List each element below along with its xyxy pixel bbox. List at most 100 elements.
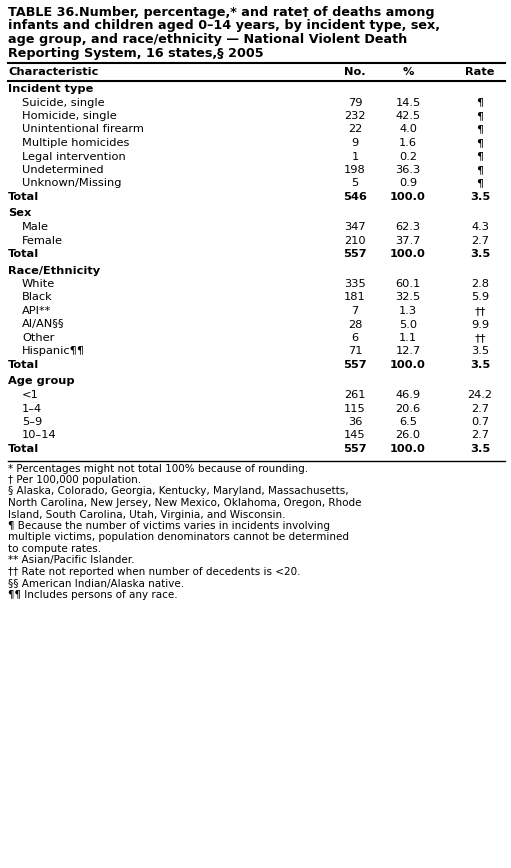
Text: Total: Total xyxy=(8,192,39,202)
Text: 1.3: 1.3 xyxy=(399,306,417,316)
Text: Island, South Carolina, Utah, Virginia, and Wisconsin.: Island, South Carolina, Utah, Virginia, … xyxy=(8,510,286,520)
Text: to compute rates.: to compute rates. xyxy=(8,544,101,554)
Text: 198: 198 xyxy=(344,165,366,175)
Text: 5–9: 5–9 xyxy=(22,417,42,427)
Text: 22: 22 xyxy=(348,124,362,135)
Text: 14.5: 14.5 xyxy=(396,97,421,108)
Text: TABLE 36.Number, percentage,* and rate† of deaths among: TABLE 36.Number, percentage,* and rate† … xyxy=(8,6,435,19)
Text: 71: 71 xyxy=(348,346,362,357)
Text: 2.7: 2.7 xyxy=(471,431,489,440)
Text: 36: 36 xyxy=(348,417,362,427)
Text: §§ American Indian/Alaska native.: §§ American Indian/Alaska native. xyxy=(8,578,184,589)
Text: 1.6: 1.6 xyxy=(399,138,417,148)
Text: <1: <1 xyxy=(22,390,39,400)
Text: 3.5: 3.5 xyxy=(470,444,490,454)
Text: 6.5: 6.5 xyxy=(399,417,417,427)
Text: 100.0: 100.0 xyxy=(390,192,426,202)
Text: 1: 1 xyxy=(352,152,359,161)
Text: 46.9: 46.9 xyxy=(396,390,421,400)
Text: Female: Female xyxy=(22,235,63,246)
Text: 1.1: 1.1 xyxy=(399,333,417,343)
Text: North Carolina, New Jersey, New Mexico, Oklahoma, Oregon, Rhode: North Carolina, New Jersey, New Mexico, … xyxy=(8,498,361,508)
Text: ¶: ¶ xyxy=(476,124,483,135)
Text: ** Asian/Pacific Islander.: ** Asian/Pacific Islander. xyxy=(8,556,134,565)
Text: * Percentages might not total 100% because of rounding.: * Percentages might not total 100% becau… xyxy=(8,464,308,474)
Text: 335: 335 xyxy=(344,279,366,289)
Text: ¶: ¶ xyxy=(476,179,483,188)
Text: Unknown/Missing: Unknown/Missing xyxy=(22,179,122,188)
Text: 10–14: 10–14 xyxy=(22,431,57,440)
Text: ††: †† xyxy=(474,306,486,316)
Text: 12.7: 12.7 xyxy=(396,346,421,357)
Text: Characteristic: Characteristic xyxy=(8,67,99,77)
Text: 2.7: 2.7 xyxy=(471,404,489,413)
Text: 28: 28 xyxy=(348,319,362,330)
Text: 181: 181 xyxy=(344,293,366,303)
Text: ¶ Because the number of victims varies in incidents involving: ¶ Because the number of victims varies i… xyxy=(8,521,330,531)
Text: 115: 115 xyxy=(344,404,366,413)
Text: 2.7: 2.7 xyxy=(471,235,489,246)
Text: 3.5: 3.5 xyxy=(471,346,489,357)
Text: ¶: ¶ xyxy=(476,152,483,161)
Text: 557: 557 xyxy=(343,249,367,259)
Text: 557: 557 xyxy=(343,444,367,454)
Text: ¶: ¶ xyxy=(476,165,483,175)
Text: Incident type: Incident type xyxy=(8,84,94,94)
Text: 232: 232 xyxy=(344,111,366,121)
Text: ¶: ¶ xyxy=(476,138,483,148)
Text: No.: No. xyxy=(344,67,366,77)
Text: Multiple homicides: Multiple homicides xyxy=(22,138,129,148)
Text: infants and children aged 0–14 years, by incident type, sex,: infants and children aged 0–14 years, by… xyxy=(8,19,440,32)
Text: 145: 145 xyxy=(344,431,366,440)
Text: 347: 347 xyxy=(344,222,366,232)
Text: 5.9: 5.9 xyxy=(471,293,489,303)
Text: 9: 9 xyxy=(352,138,359,148)
Text: 557: 557 xyxy=(343,360,367,370)
Text: ¶¶ Includes persons of any race.: ¶¶ Includes persons of any race. xyxy=(8,590,178,600)
Text: Total: Total xyxy=(8,444,39,454)
Text: 3.5: 3.5 xyxy=(470,360,490,370)
Text: 37.7: 37.7 xyxy=(396,235,421,246)
Text: 32.5: 32.5 xyxy=(396,293,421,303)
Text: 3.5: 3.5 xyxy=(470,249,490,259)
Text: 4.0: 4.0 xyxy=(399,124,417,135)
Text: 261: 261 xyxy=(344,390,366,400)
Text: 4.3: 4.3 xyxy=(471,222,489,232)
Text: †† Rate not reported when number of decedents is <20.: †† Rate not reported when number of dece… xyxy=(8,567,300,577)
Text: 0.7: 0.7 xyxy=(471,417,489,427)
Text: 1–4: 1–4 xyxy=(22,404,42,413)
Text: Black: Black xyxy=(22,293,53,303)
Text: %: % xyxy=(402,67,414,77)
Text: 0.9: 0.9 xyxy=(399,179,417,188)
Text: 62.3: 62.3 xyxy=(396,222,421,232)
Text: 100.0: 100.0 xyxy=(390,444,426,454)
Text: ††: †† xyxy=(474,333,486,343)
Text: multiple victims, population denominators cannot be determined: multiple victims, population denominator… xyxy=(8,532,349,542)
Text: 3.5: 3.5 xyxy=(470,192,490,202)
Text: † Per 100,000 population.: † Per 100,000 population. xyxy=(8,475,141,485)
Text: 20.6: 20.6 xyxy=(396,404,421,413)
Text: Rate: Rate xyxy=(465,67,495,77)
Text: 5: 5 xyxy=(352,179,359,188)
Text: Total: Total xyxy=(8,360,39,370)
Text: 210: 210 xyxy=(344,235,366,246)
Text: 7: 7 xyxy=(352,306,359,316)
Text: 0.2: 0.2 xyxy=(399,152,417,161)
Text: 24.2: 24.2 xyxy=(468,390,493,400)
Text: Reporting System, 16 states,§ 2005: Reporting System, 16 states,§ 2005 xyxy=(8,47,264,60)
Text: 36.3: 36.3 xyxy=(396,165,421,175)
Text: 60.1: 60.1 xyxy=(396,279,421,289)
Text: 546: 546 xyxy=(343,192,367,202)
Text: Male: Male xyxy=(22,222,49,232)
Text: 2.8: 2.8 xyxy=(471,279,489,289)
Text: Suicide, single: Suicide, single xyxy=(22,97,105,108)
Text: § Alaska, Colorado, Georgia, Kentucky, Maryland, Massachusetts,: § Alaska, Colorado, Georgia, Kentucky, M… xyxy=(8,486,349,496)
Text: API**: API** xyxy=(22,306,51,316)
Text: 5.0: 5.0 xyxy=(399,319,417,330)
Text: Undetermined: Undetermined xyxy=(22,165,104,175)
Text: Race/Ethnicity: Race/Ethnicity xyxy=(8,266,100,275)
Text: 100.0: 100.0 xyxy=(390,360,426,370)
Text: Sex: Sex xyxy=(8,208,31,219)
Text: AI/AN§§: AI/AN§§ xyxy=(22,319,64,330)
Text: Other: Other xyxy=(22,333,54,343)
